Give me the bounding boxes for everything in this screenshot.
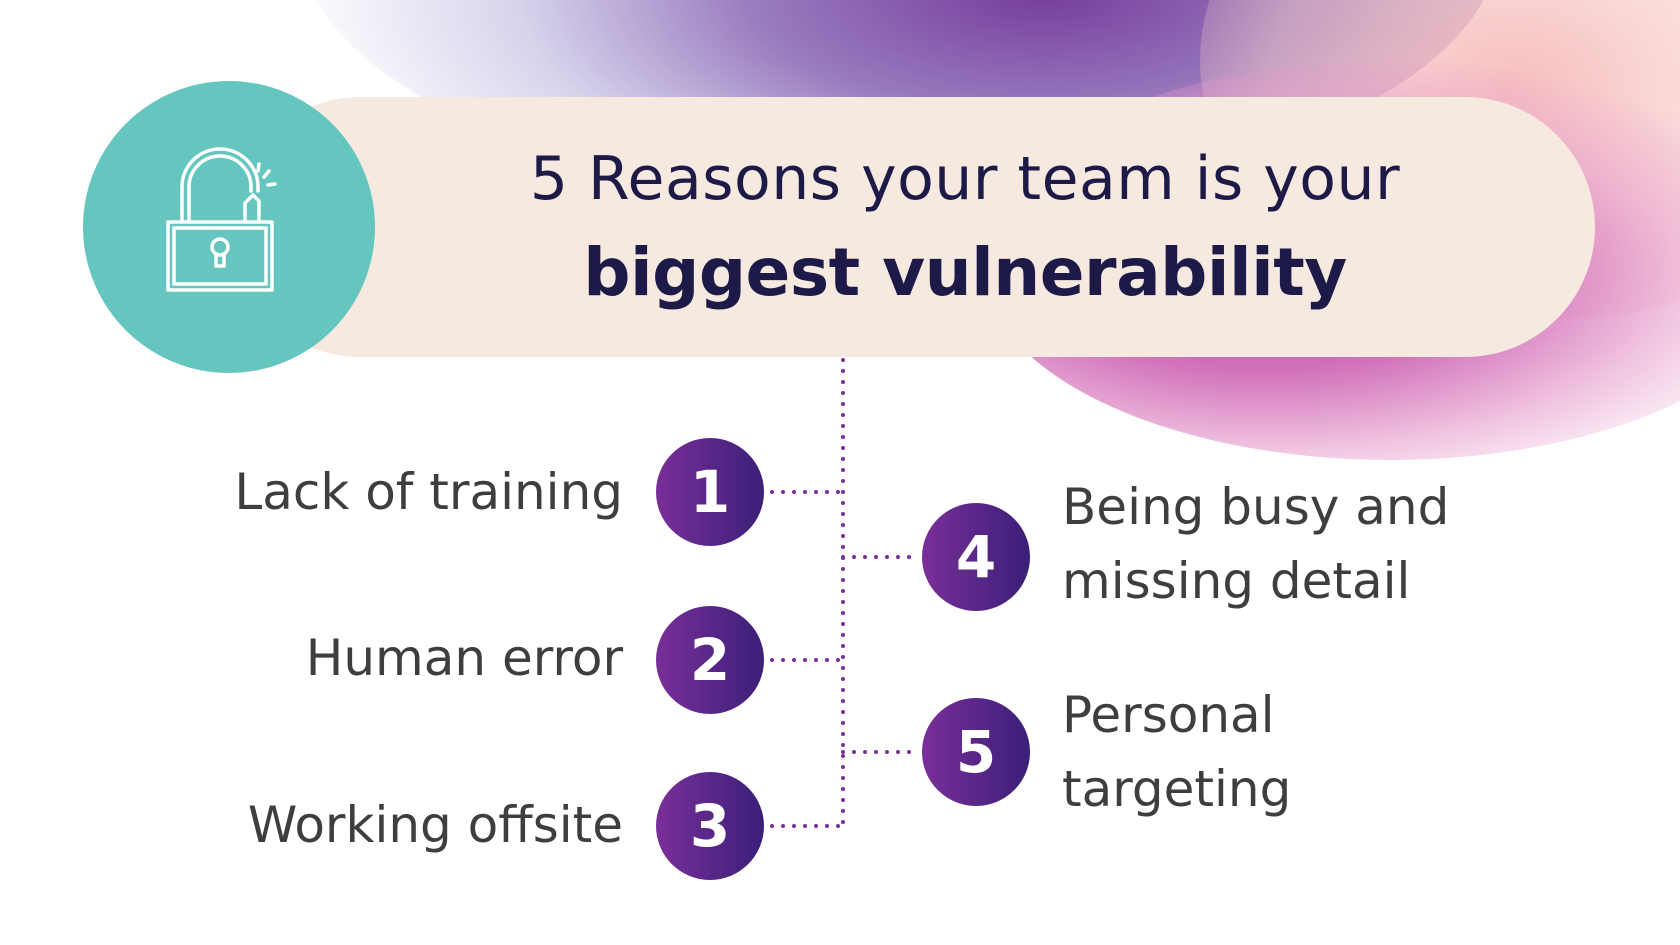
reason-4-line-1: Being busy and bbox=[1062, 478, 1450, 536]
title-banner bbox=[230, 97, 1595, 357]
number-badge-3: 3 bbox=[656, 772, 764, 880]
title-line-1: 5 Reasons your team is your bbox=[529, 144, 1401, 214]
icon-circle bbox=[83, 81, 375, 373]
reason-1-label: Lack of training bbox=[234, 463, 623, 521]
number-badge-4: 4 bbox=[922, 503, 1030, 611]
number-badge-5: 5 bbox=[922, 698, 1030, 806]
number-badge-1: 1 bbox=[656, 438, 764, 546]
title-line-2: biggest vulnerability bbox=[583, 234, 1347, 311]
page-title: 5 Reasons your team is your biggest vuln… bbox=[385, 132, 1545, 320]
reason-5-line-2: targeting bbox=[1062, 760, 1292, 818]
reason-4-label: Being busy and missing detail bbox=[1062, 470, 1449, 618]
number-badge-2: 2 bbox=[656, 606, 764, 714]
reason-3-label: Working offsite bbox=[247, 796, 623, 854]
reason-5-line-1: Personal bbox=[1062, 686, 1275, 744]
reason-4-line-2: missing detail bbox=[1062, 552, 1411, 610]
unlocked-padlock-icon bbox=[166, 147, 277, 292]
reason-5-label: Personal targeting bbox=[1062, 678, 1291, 826]
reason-2-label: Human error bbox=[305, 629, 623, 687]
